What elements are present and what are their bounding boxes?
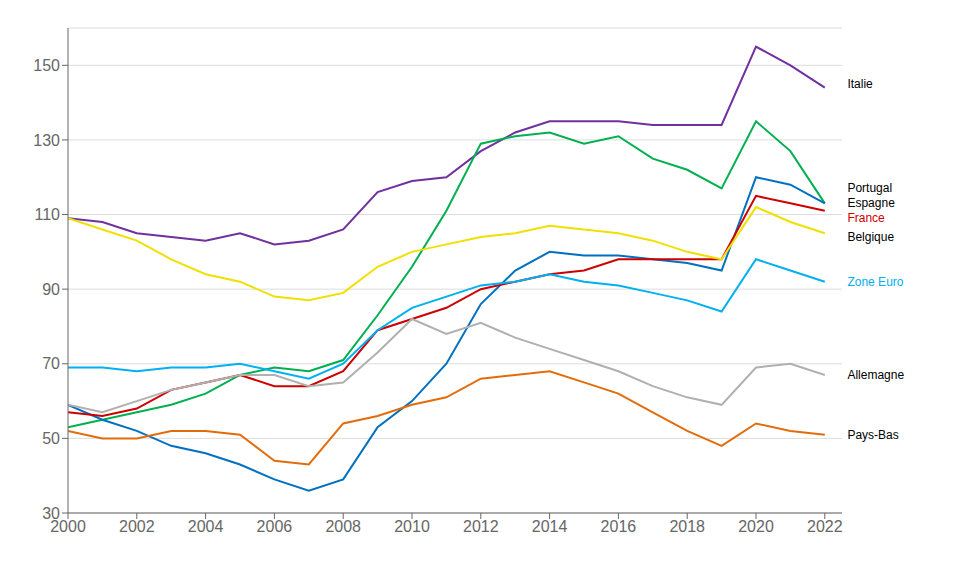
svg-text:Portugal: Portugal [847,181,892,195]
svg-text:Belgique: Belgique [847,230,894,244]
svg-text:50: 50 [42,430,60,447]
svg-text:2018: 2018 [669,518,705,535]
svg-text:Italie: Italie [847,77,873,91]
svg-text:2004: 2004 [188,518,224,535]
svg-text:2010: 2010 [394,518,430,535]
svg-text:2008: 2008 [325,518,361,535]
svg-text:Allemagne: Allemagne [847,368,904,382]
svg-text:France: France [847,211,885,225]
svg-text:2020: 2020 [738,518,774,535]
svg-text:2006: 2006 [257,518,293,535]
svg-text:2016: 2016 [601,518,637,535]
svg-text:Espagne: Espagne [847,196,895,210]
svg-text:2000: 2000 [50,518,86,536]
svg-text:150: 150 [33,57,60,74]
svg-text:2014: 2014 [532,518,568,535]
svg-text:2022: 2022 [807,518,843,535]
svg-text:110: 110 [34,206,60,223]
svg-text:70: 70 [42,355,60,372]
svg-text:90: 90 [42,281,60,298]
svg-text:2002: 2002 [119,518,155,535]
svg-text:130: 130 [33,132,60,149]
svg-text:30: 30 [42,505,60,522]
svg-text:Zone Euro: Zone Euro [847,275,903,289]
svg-text:2012: 2012 [463,518,499,535]
svg-text:Pays-Bas: Pays-Bas [847,428,898,442]
